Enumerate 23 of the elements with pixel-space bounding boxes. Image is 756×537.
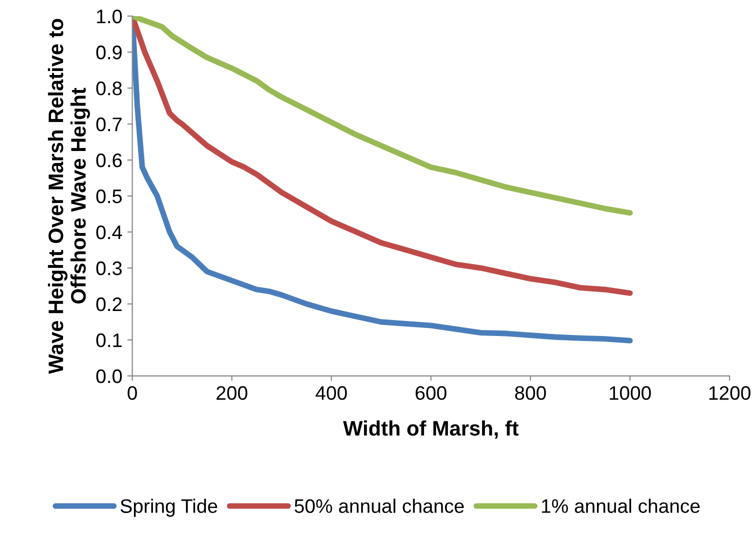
y-tick-label: 0.8 bbox=[96, 82, 122, 96]
x-tick-label: 600 bbox=[416, 386, 446, 400]
y-tick-label: 0.3 bbox=[96, 261, 122, 276]
y-axis-title: Wave Height Over Marsh Relative to Offshore Wave Height bbox=[48, 18, 90, 374]
y-tick-label: 0.9 bbox=[96, 46, 122, 60]
x-tick-label: 800 bbox=[515, 386, 546, 400]
y-tick-label: 0.1 bbox=[96, 333, 122, 348]
x-axis-title: Width of Marsh, ft bbox=[343, 420, 519, 439]
legend-label: Spring Tide bbox=[120, 498, 218, 517]
x-tick-label: 0 bbox=[128, 386, 137, 400]
legend-label: 50% annual chance bbox=[294, 498, 464, 513]
x-tick-label: 1000 bbox=[610, 386, 651, 400]
y-tick-label: 0.7 bbox=[96, 118, 122, 132]
y-tick-label: 1.0 bbox=[97, 10, 122, 24]
x-tick-label: 1200 bbox=[709, 386, 750, 400]
x-tick-label: 200 bbox=[216, 386, 248, 400]
x-tick-label: 400 bbox=[316, 386, 347, 400]
y-tick-label: 0.6 bbox=[96, 153, 122, 168]
y-tick-label: 0.2 bbox=[96, 297, 122, 312]
y-tick-label: 0.4 bbox=[96, 225, 122, 240]
legend-label: 1% annual chance bbox=[542, 498, 700, 513]
y-tick-label: 0.5 bbox=[96, 189, 122, 204]
y-tick-label: 0.0 bbox=[96, 369, 122, 384]
